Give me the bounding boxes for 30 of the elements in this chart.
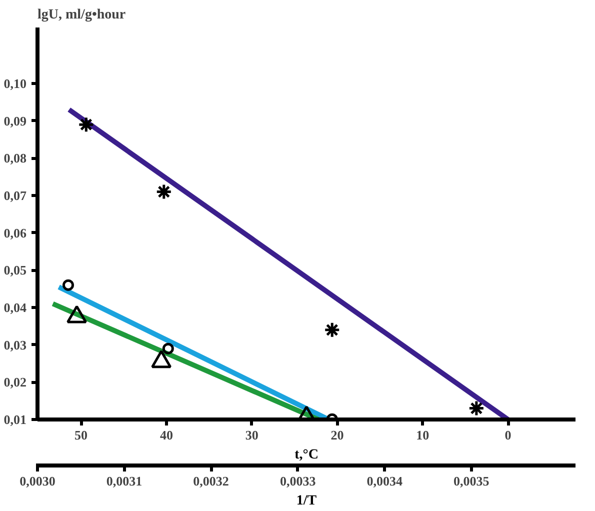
- y-tick-label: 0,03: [4, 337, 27, 352]
- x-tick-label: 20: [330, 428, 344, 442]
- point: [151, 350, 172, 368]
- x-axis-title: t,°C: [294, 448, 318, 462]
- x-tick-label: 30: [245, 428, 258, 442]
- point: [156, 184, 172, 200]
- y-tick-label: 0,06: [4, 225, 27, 240]
- x2-tick-label: 0,0034: [366, 474, 403, 488]
- x2-tick-label: 0,0031: [106, 474, 142, 488]
- y-tick-label: 0,05: [4, 262, 27, 278]
- x2-tick-label: 0,0035: [453, 474, 490, 488]
- x-tick-label: 0: [504, 428, 512, 442]
- y-tick-label: 0,09: [4, 113, 27, 128]
- x2-tick-label: 0,0030: [20, 474, 56, 488]
- y-axis-title: lgU, ml/g•hour: [38, 8, 126, 22]
- x2-tick-label: 0,0033: [280, 474, 316, 488]
- x2-axis-title: 1/T: [296, 494, 318, 508]
- x-tick-label: 50: [74, 428, 88, 442]
- y-tick-label: 0,01: [4, 412, 26, 427]
- x-tick-label: 40: [160, 428, 173, 442]
- y-tick-label: 0,02: [4, 374, 26, 390]
- point: [66, 305, 88, 324]
- x-tick-label: 10: [416, 428, 430, 442]
- point: [62, 279, 74, 291]
- y-tick-label: 0,07: [4, 188, 27, 203]
- y-tick-label: 0,04: [4, 300, 27, 315]
- y-tick-label: 0,08: [4, 150, 27, 166]
- x2-tick-label: 0,0032: [193, 474, 229, 488]
- y-tick-label: 0,10: [4, 76, 26, 91]
- point: [78, 116, 94, 133]
